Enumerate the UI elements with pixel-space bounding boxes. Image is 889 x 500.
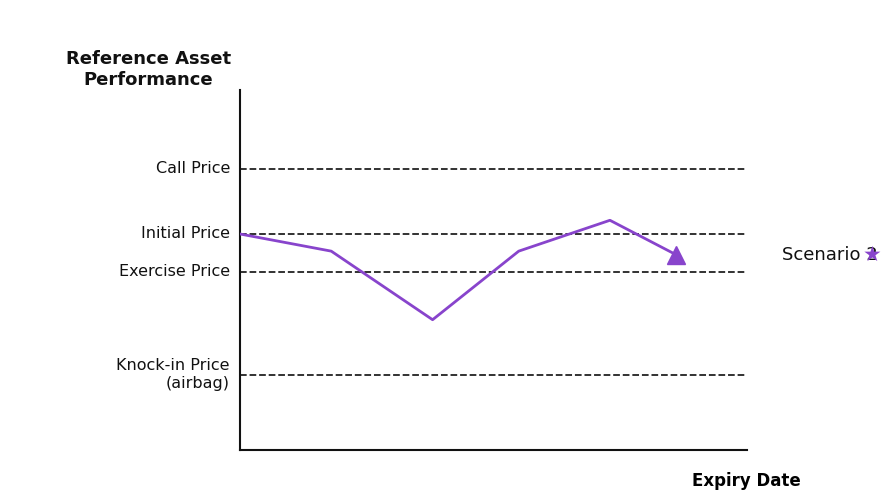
- Text: Call Price: Call Price: [156, 162, 230, 176]
- Text: ★: ★: [862, 244, 881, 264]
- X-axis label: Expiry Date: Expiry Date: [693, 472, 801, 490]
- Text: Initial Price: Initial Price: [140, 226, 230, 242]
- Text: Scenario 2: Scenario 2: [782, 246, 878, 264]
- Text: Knock-in Price
(airbag): Knock-in Price (airbag): [116, 358, 230, 391]
- Text: Exercise Price: Exercise Price: [119, 264, 230, 279]
- Text: Reference Asset
Performance: Reference Asset Performance: [66, 50, 231, 89]
